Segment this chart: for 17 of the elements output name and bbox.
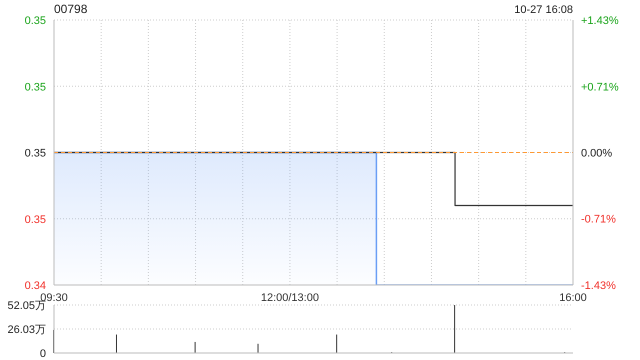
y2-tick-label: -0.71% — [581, 213, 616, 226]
y-tick-label: 52.05万 — [7, 300, 46, 312]
y2-tick-label: +1.43% — [581, 15, 619, 27]
chart-title: 00798 — [54, 2, 88, 16]
y-tick-label: 26.03万 — [7, 324, 46, 336]
text: 10-27 16:08 — [514, 4, 573, 16]
y-tick-label: 0.34 — [24, 280, 46, 292]
y-tick-label: 0.35 — [24, 214, 46, 226]
y2-tick-label: -1.43% — [581, 280, 616, 292]
x-tick-label: 12:00/13:00 — [260, 292, 319, 304]
y-tick-label: 0.35 — [24, 148, 46, 160]
y-tick-label: 0.35 — [24, 15, 46, 27]
y2-tick-label: +0.71% — [581, 82, 619, 94]
x-tick-label: 16:00 — [559, 292, 587, 304]
y2-tick-label: 0.00% — [581, 148, 612, 160]
y-tick-label: 0.35 — [24, 81, 46, 94]
y-tick-label: 0 — [40, 348, 46, 360]
